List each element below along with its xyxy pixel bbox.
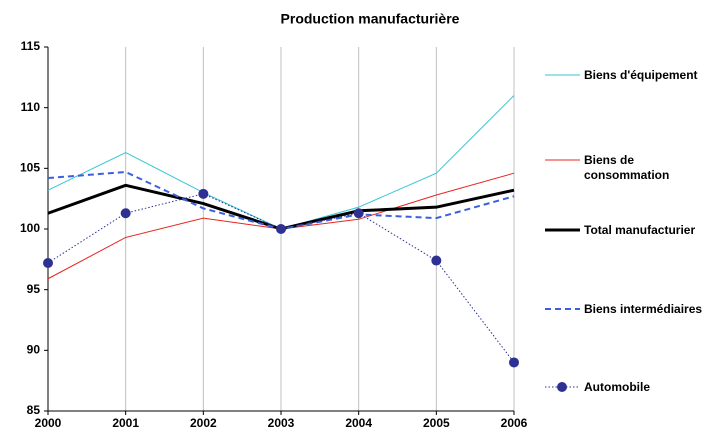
legend-label: Biens d'équipement <box>584 67 698 82</box>
marker <box>43 257 53 268</box>
marker <box>276 224 286 234</box>
marker <box>198 188 209 199</box>
legend-label: Biens intermédiaires <box>584 301 703 316</box>
marker <box>509 357 519 368</box>
marker <box>431 255 442 266</box>
marker <box>120 208 131 219</box>
marker <box>353 208 364 219</box>
y-tick-label: 115 <box>21 39 41 53</box>
legend-label: Automobile <box>584 379 650 394</box>
y-tick-label: 90 <box>27 343 41 357</box>
y-tick-label: 95 <box>27 282 41 296</box>
x-tick-label: 2002 <box>190 416 217 430</box>
legend-label: Total manufacturier <box>584 222 696 237</box>
y-tick-label: 100 <box>20 221 40 235</box>
y-tick-label: 105 <box>20 161 40 175</box>
x-tick-label: 2003 <box>268 416 295 430</box>
x-tick-label: 2001 <box>112 416 139 430</box>
y-tick-label: 85 <box>27 403 41 417</box>
x-tick-label: 2004 <box>345 416 372 430</box>
x-tick-label: 2005 <box>423 416 450 430</box>
legend-label: Biens de consommation <box>584 152 670 182</box>
x-tick-label: 2006 <box>501 416 528 430</box>
chart-title: Production manufacturière <box>281 11 460 27</box>
legend-marker <box>557 382 567 392</box>
x-tick-label: 2000 <box>35 416 62 430</box>
y-tick-label: 110 <box>21 100 41 114</box>
